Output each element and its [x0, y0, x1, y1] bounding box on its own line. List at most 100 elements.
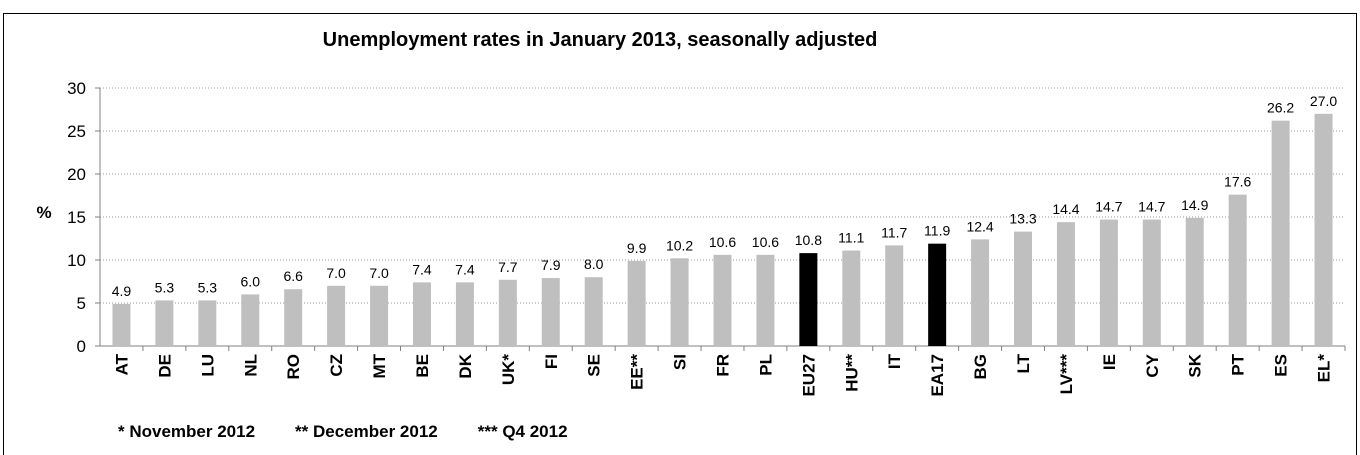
y-tick-label: 0 — [77, 337, 86, 356]
value-label: 6.0 — [241, 273, 261, 289]
value-label: 11.7 — [881, 224, 907, 240]
x-tick-label: LU — [198, 354, 217, 377]
x-tick-label: BG — [971, 354, 990, 380]
bar — [1228, 194, 1247, 346]
x-tick-label: NL — [241, 354, 260, 377]
bar — [1314, 113, 1333, 346]
x-tick-label: EL* — [1315, 354, 1334, 383]
bar — [155, 300, 174, 346]
value-label: 5.3 — [155, 279, 175, 295]
bar — [756, 254, 775, 346]
bar — [198, 300, 217, 346]
bar — [842, 250, 861, 346]
x-tick-label: EA17 — [928, 354, 947, 397]
bar — [112, 303, 131, 346]
x-tick-label: DK — [456, 353, 475, 378]
value-label: 14.4 — [1052, 201, 1079, 217]
y-tick-label: 20 — [67, 165, 86, 184]
value-label: 7.9 — [541, 257, 561, 273]
value-label: 7.4 — [412, 261, 432, 277]
value-label: 14.9 — [1181, 197, 1208, 213]
bar — [1014, 231, 1033, 346]
value-label: 13.3 — [1009, 211, 1036, 227]
bar — [327, 285, 346, 346]
x-tick-label: SE — [585, 354, 604, 377]
x-tick-label: ES — [1272, 354, 1291, 377]
bar — [412, 282, 431, 346]
x-tick-label: IT — [885, 353, 904, 369]
value-label: 14.7 — [1138, 199, 1165, 215]
bar — [584, 277, 603, 346]
x-tick-label: SK — [1186, 353, 1205, 377]
value-label: 27.0 — [1310, 93, 1337, 109]
value-label: 11.1 — [838, 230, 864, 246]
value-label: 12.4 — [966, 218, 993, 234]
y-tick-label: 5 — [77, 294, 86, 313]
value-label: 4.9 — [112, 283, 132, 299]
value-label: 5.3 — [198, 279, 218, 295]
x-tick-label: BE — [413, 354, 432, 378]
footnote: * November 2012 — [118, 422, 255, 441]
x-tick-label: UK* — [499, 354, 518, 386]
x-tick-label: RO — [284, 354, 303, 380]
bar — [670, 258, 689, 346]
value-label: 17.6 — [1224, 174, 1251, 190]
chart-title: Unemployment rates in January 2013, seas… — [323, 29, 878, 51]
bar — [1271, 120, 1290, 347]
x-tick-label: PT — [1229, 353, 1248, 375]
x-tick-label: DE — [155, 354, 174, 378]
value-label: 7.7 — [498, 259, 518, 275]
value-label: 8.0 — [584, 256, 604, 272]
x-tick-label: EE** — [628, 354, 647, 390]
x-tick-label: EU27 — [799, 354, 818, 397]
value-label: 14.7 — [1095, 199, 1122, 215]
value-label: 10.2 — [666, 237, 693, 253]
x-tick-label: LV*** — [1057, 354, 1076, 395]
bar — [1185, 217, 1204, 346]
bar — [455, 282, 474, 346]
x-tick-label: MT — [370, 353, 389, 378]
footnote: *** Q4 2012 — [478, 422, 568, 441]
x-tick-label: FI — [542, 354, 561, 369]
bar — [928, 243, 947, 346]
y-tick-label: 10 — [67, 251, 86, 270]
x-tick-label: SI — [671, 354, 690, 370]
bar — [1142, 219, 1161, 346]
bar — [799, 253, 818, 346]
value-label: 26.2 — [1267, 100, 1294, 116]
y-tick-label: 25 — [67, 122, 86, 141]
value-label: 9.9 — [627, 240, 647, 256]
bar — [1056, 222, 1075, 346]
x-tick-label: PL — [756, 354, 775, 376]
x-tick-label: CZ — [327, 354, 346, 377]
y-axis-label: % — [36, 203, 51, 222]
y-tick-label: 30 — [67, 79, 86, 98]
bar — [498, 279, 517, 346]
bar — [1099, 219, 1118, 346]
footnote: ** December 2012 — [295, 422, 438, 441]
bar — [241, 294, 260, 346]
chart-border — [3, 13, 1357, 455]
bar — [284, 289, 303, 346]
bar — [370, 285, 389, 346]
x-tick-label: LT — [1014, 353, 1033, 373]
bar — [627, 260, 646, 346]
value-label: 10.6 — [709, 234, 736, 250]
bar — [713, 254, 732, 346]
x-tick-label: CY — [1143, 353, 1162, 377]
value-label: 10.8 — [795, 232, 822, 248]
x-tick-label: IE — [1100, 354, 1119, 370]
value-label: 7.0 — [369, 265, 389, 281]
value-label: 7.0 — [326, 265, 346, 281]
x-tick-label: FR — [714, 354, 733, 377]
value-label: 10.6 — [752, 234, 779, 250]
value-label: 7.4 — [455, 261, 475, 277]
x-tick-label: HU** — [842, 354, 861, 392]
bar — [541, 278, 560, 346]
x-tick-label: AT — [112, 353, 131, 375]
bar — [885, 245, 904, 346]
value-label: 11.9 — [924, 223, 950, 239]
bar — [971, 239, 990, 346]
value-label: 6.6 — [283, 268, 303, 284]
